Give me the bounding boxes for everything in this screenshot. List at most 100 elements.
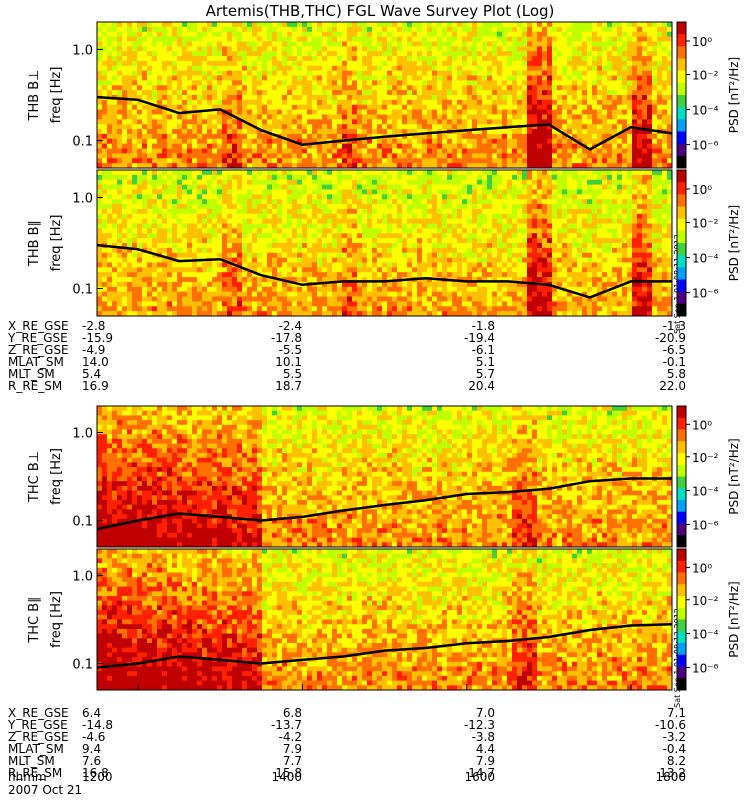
spectrogram-cell [97,51,103,57]
spectrogram-cell [292,306,298,312]
spectrogram-cell [667,99,673,106]
spectrogram-cell [467,41,473,47]
spectrogram-cell [212,306,218,312]
spectrogram-cell [652,26,658,33]
spectrogram-cell [337,51,343,57]
spectrogram-cell [207,174,213,181]
spectrogram-cell [577,158,583,164]
spectrogram-cell [362,70,368,76]
spectrogram-cell [237,213,243,220]
spectrogram-cell [397,99,403,106]
spectrogram-cell [592,153,598,159]
spectrogram-cell [207,199,213,205]
spectrogram-cell [657,36,663,42]
spectrogram-cell [162,252,168,258]
spectrogram-cell [182,194,188,200]
spectrogram-cell [562,70,568,76]
spectrogram-cell [327,109,333,115]
spectrogram-cell [522,95,528,101]
spectrogram-cell [492,46,498,52]
spectrogram-cell [202,65,208,72]
spectrogram-cell [102,22,108,28]
spectrogram-cell [487,36,493,42]
spectrogram-cell [352,148,358,154]
spectrogram-cell [592,109,598,115]
spectrogram-cell [227,233,233,239]
spectrogram-cell [497,60,503,67]
spectrogram-cell [442,46,448,52]
spectrogram-cell [582,158,588,164]
spectrogram-cell [497,51,503,57]
spectrogram-cell [537,70,543,76]
spectrogram-cell [132,26,138,33]
spectrogram-cell [217,119,223,125]
spectrogram-cell [262,75,268,81]
spectrogram-cell [187,36,193,42]
spectrogram-cell [257,223,263,229]
spectrogram-cell [147,70,153,76]
spectrogram-cell [392,60,398,67]
spectrogram-cell [282,124,288,130]
spectrogram-cell [627,60,633,67]
spectrogram-cell [377,41,383,47]
spectrogram-cell [202,133,208,140]
spectrogram-cell [612,95,618,101]
spectrogram-cell [307,228,313,234]
spectrogram-cell [177,65,183,72]
spectrogram-cell [147,296,153,302]
spectrogram-cell [262,65,268,72]
spectrogram-cell [487,163,493,169]
spectrogram-cell [402,124,408,130]
spectrogram-cell [582,148,588,154]
spectrogram-cell [202,238,208,244]
spectrogram-cell [482,104,488,110]
spectrogram-cell [182,199,188,205]
spectrogram-cell [592,99,598,106]
spectrogram-cell [297,311,303,317]
spectrogram-cell [657,51,663,57]
spectrogram-cell [142,184,148,190]
spectrogram-cell [212,296,218,302]
spectrogram-cell [492,51,498,57]
spectrogram-cell [172,153,178,159]
spectrogram-cell [152,148,158,154]
spectrogram-cell [597,119,603,125]
spectrogram-cell [112,306,118,312]
spectrogram-cell [522,109,528,115]
spectrogram-cell [117,41,123,47]
spectrogram-cell [137,218,143,224]
spectrogram-cell [477,138,483,145]
spectrogram-cell [282,306,288,312]
spectrogram-cell [302,124,308,130]
spectrogram-cell [597,51,603,57]
spectrogram-cell [292,60,298,67]
spectrogram-cell [327,70,333,76]
spectrogram-cell [312,65,318,72]
spectrogram-cell [467,70,473,76]
spectrogram-cell [362,60,368,67]
spectrogram-cell [287,170,293,176]
spectrogram-cell [222,129,228,135]
spectrogram-cell [217,301,223,307]
spectrogram-cell [562,153,568,159]
spectrogram-cell [557,114,563,120]
spectrogram-cell [272,213,278,220]
spectrogram-cell [432,90,438,96]
spectrogram-cell [417,104,423,110]
spectrogram-cell [387,90,393,96]
spectrogram-cell [307,218,313,224]
spectrogram-cell [132,124,138,130]
spectrogram-cell [362,143,368,149]
spectrogram-cell [107,36,113,42]
spectrogram-cell [392,114,398,120]
spectrogram-cell [582,163,588,169]
spectrogram-cell [247,233,253,239]
spectrogram-cell [132,114,138,120]
spectrogram-cell [142,65,148,72]
spectrogram-cell [432,80,438,86]
spectrogram-cell [477,163,483,169]
spectrogram-cell [217,109,223,115]
spectrogram-cell [207,109,213,115]
spectrogram-cell [327,36,333,42]
spectrogram-cell [337,218,343,224]
